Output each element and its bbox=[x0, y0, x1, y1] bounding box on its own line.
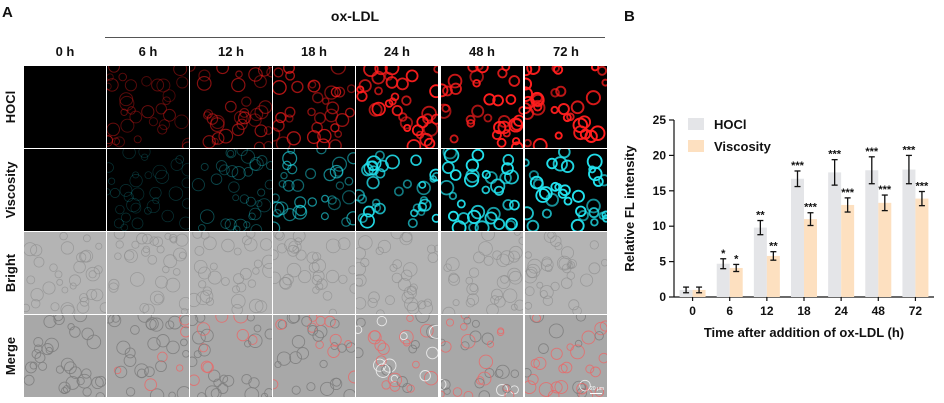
significance-label: * bbox=[734, 253, 739, 265]
group-label-ox-ldl: ox-LDL bbox=[330, 8, 380, 24]
column-label: 48 h bbox=[468, 44, 495, 59]
bright-image bbox=[107, 232, 189, 314]
x-tick-label: 48 bbox=[872, 304, 886, 318]
bar-hocl bbox=[791, 178, 804, 297]
bar-hocl bbox=[679, 289, 693, 297]
bright-image bbox=[273, 232, 355, 314]
viscosity-image bbox=[24, 149, 106, 231]
bright-image bbox=[525, 232, 607, 314]
significance-label: *** bbox=[903, 144, 917, 156]
significance-label: ** bbox=[769, 241, 778, 253]
viscosity-image bbox=[107, 149, 189, 231]
legend-swatch-hocl bbox=[688, 118, 704, 130]
bar-hocl bbox=[902, 169, 916, 297]
bright-image bbox=[441, 232, 523, 314]
bar-viscosity bbox=[878, 202, 892, 297]
bar-viscosity bbox=[915, 198, 929, 297]
significance-label: *** bbox=[804, 202, 818, 214]
hocl-image bbox=[273, 66, 355, 148]
x-tick-label: 0 bbox=[689, 304, 696, 318]
column-label: 6 h bbox=[138, 44, 158, 59]
scale-bar bbox=[590, 393, 602, 394]
column-label: 0 h bbox=[55, 44, 75, 59]
y-tick-label: 20 bbox=[653, 148, 667, 162]
merge-image bbox=[273, 315, 355, 397]
bright-image bbox=[190, 232, 272, 314]
bar-viscosity bbox=[766, 255, 780, 297]
y-tick-label: 5 bbox=[659, 255, 666, 269]
bar-viscosity bbox=[729, 267, 743, 297]
bar-viscosity bbox=[692, 289, 706, 297]
y-tick-label: 10 bbox=[653, 219, 667, 233]
panel-a-letter: A bbox=[2, 4, 13, 21]
significance-label: *** bbox=[878, 184, 892, 196]
x-tick-label: 72 bbox=[909, 304, 923, 318]
panel-b-letter: B bbox=[624, 8, 635, 25]
significance-label: * bbox=[721, 248, 726, 260]
merge-image bbox=[24, 315, 106, 397]
merge-image bbox=[190, 315, 272, 397]
x-tick-label: 24 bbox=[834, 304, 848, 318]
significance-label: *** bbox=[916, 181, 930, 193]
legend-label: HOCl bbox=[714, 117, 747, 132]
merge-image bbox=[441, 315, 523, 397]
x-tick-label: 18 bbox=[797, 304, 811, 318]
bar-viscosity bbox=[841, 204, 855, 297]
hocl-image bbox=[525, 66, 607, 148]
significance-label: *** bbox=[828, 149, 842, 161]
merge-image bbox=[356, 315, 438, 397]
viscosity-image bbox=[190, 149, 272, 231]
y-axis-label: Relative FL intensity bbox=[622, 145, 637, 272]
y-tick-label: 0 bbox=[659, 290, 666, 304]
significance-label: ** bbox=[756, 210, 765, 222]
significance-label: *** bbox=[865, 146, 879, 158]
hocl-image bbox=[107, 66, 189, 148]
viscosity-image bbox=[441, 149, 523, 231]
bar-hocl bbox=[753, 227, 767, 297]
bar-hocl bbox=[716, 263, 730, 297]
hocl-image bbox=[24, 66, 106, 148]
bar-hocl bbox=[865, 170, 879, 297]
y-tick-label: 15 bbox=[653, 184, 667, 198]
hocl-image bbox=[441, 66, 523, 148]
scale-bar-label: 20 μm bbox=[590, 386, 604, 392]
column-label: 24 h bbox=[383, 44, 410, 59]
viscosity-image bbox=[356, 149, 438, 231]
legend-label: Viscosity bbox=[714, 139, 772, 154]
column-label: 18 h bbox=[300, 44, 327, 59]
significance-label: *** bbox=[841, 187, 855, 199]
significance-label: *** bbox=[791, 160, 805, 172]
bright-image bbox=[356, 232, 438, 314]
y-tick-label: 25 bbox=[653, 113, 667, 127]
x-axis-label: Time after addition of ox-LDL (h) bbox=[704, 325, 904, 340]
row-label: HOCl bbox=[3, 90, 18, 124]
row-label: Bright bbox=[3, 253, 18, 293]
viscosity-image bbox=[273, 149, 355, 231]
group-underline bbox=[105, 37, 605, 38]
bright-image bbox=[24, 232, 106, 314]
bar-hocl bbox=[828, 172, 842, 297]
x-tick-label: 12 bbox=[760, 304, 774, 318]
viscosity-image bbox=[525, 149, 607, 231]
legend-swatch-viscosity bbox=[688, 140, 704, 152]
column-label: 12 h bbox=[217, 44, 244, 59]
hocl-image bbox=[190, 66, 272, 148]
bar-viscosity bbox=[804, 219, 817, 297]
column-label: 72 h bbox=[552, 44, 579, 59]
x-tick-label: 6 bbox=[726, 304, 733, 318]
row-label: Viscosity bbox=[3, 161, 18, 219]
merge-image bbox=[525, 315, 607, 397]
row-label: Merge bbox=[3, 336, 18, 376]
hocl-image bbox=[356, 66, 438, 148]
merge-image bbox=[107, 315, 189, 397]
